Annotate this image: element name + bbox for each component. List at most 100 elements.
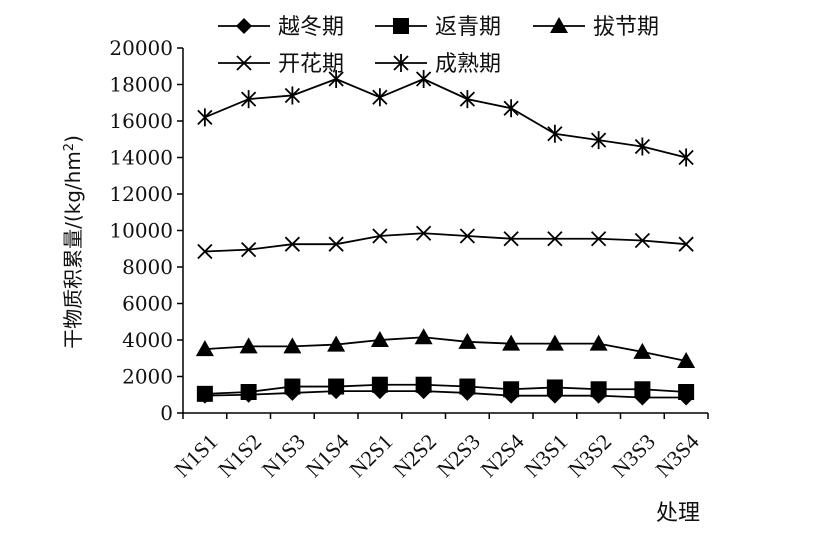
series-line [204, 336, 687, 362]
series-layer [195, 70, 696, 406]
series-line [204, 390, 687, 399]
legend-label: 开花期 [278, 52, 344, 77]
data-point [547, 124, 563, 143]
legend-item: 越冬期 [218, 15, 344, 40]
data-point [634, 232, 651, 249]
data-point [415, 225, 432, 241]
y-tick-label: 2000 [122, 365, 173, 389]
data-point [239, 337, 258, 354]
x-tick-label: N1S1 [169, 429, 222, 482]
y-tick-label: 4000 [122, 328, 173, 352]
x-tick-label: N1S2 [213, 429, 266, 482]
data-point [677, 351, 696, 368]
data-point [283, 337, 302, 354]
series-triangle [195, 328, 696, 368]
y-tick-label: 10000 [109, 219, 173, 243]
data-point [590, 381, 607, 398]
data-point [372, 88, 388, 107]
data-point [328, 378, 345, 395]
data-point [590, 231, 607, 247]
y-tick-label: 12000 [109, 182, 173, 206]
x-tick-label: N2S4 [476, 429, 529, 482]
legend-marker [393, 18, 409, 34]
y-tick-label: 8000 [122, 255, 173, 279]
series-x [197, 225, 694, 260]
x-axis: N1S1N1S2N1S3N1S4N2S1N2S2N2S3N2S4N3S1N3S2… [169, 412, 709, 482]
data-point [240, 384, 257, 401]
series-square [196, 376, 695, 402]
data-point [502, 334, 521, 351]
y-tick-label: 14000 [109, 146, 173, 170]
x-tick-label: N3S3 [607, 429, 660, 482]
data-point [589, 334, 608, 351]
data-point [240, 90, 257, 109]
data-point [372, 228, 388, 244]
series-star [197, 70, 694, 167]
data-point [459, 378, 476, 395]
y-tick-label: 6000 [122, 292, 173, 316]
data-point [678, 384, 695, 401]
legend-item: 开花期 [218, 52, 344, 77]
data-point [547, 231, 563, 247]
data-point [284, 378, 301, 395]
data-point [370, 331, 389, 347]
x-tick-label: N3S4 [651, 429, 704, 482]
x-tick-label: N2S3 [432, 429, 485, 482]
data-point [284, 236, 301, 252]
x-tick-label: N3S2 [563, 429, 616, 482]
legend-item: 拔节期 [533, 15, 659, 40]
data-point [328, 70, 344, 89]
series-line [204, 232, 687, 253]
x-tick-label: N2S2 [388, 429, 441, 482]
series-line [204, 78, 687, 159]
x-tick-label: N2S1 [344, 429, 397, 482]
data-point [415, 70, 432, 89]
x-tick-label: N1S4 [301, 429, 354, 482]
y-tick-label: 0 [160, 401, 173, 425]
data-point [197, 243, 213, 260]
y-axis: 0 2000 4000 6000 8000 10000 12000 14000 16000 180… [109, 36, 184, 425]
legend-marker [236, 18, 252, 34]
data-point [503, 231, 519, 247]
x-tick-label: N3S1 [519, 429, 572, 482]
y-tick-label: 16000 [109, 109, 173, 133]
data-point [328, 236, 344, 252]
legend-marker [236, 55, 252, 71]
data-point [503, 381, 520, 398]
data-point [284, 86, 301, 105]
y-tick-label: 18000 [109, 73, 173, 97]
data-point [458, 332, 477, 349]
data-point [590, 131, 607, 150]
data-point [503, 99, 519, 118]
data-point [371, 376, 388, 393]
data-point [327, 335, 346, 352]
data-point [545, 334, 564, 351]
data-point [415, 376, 432, 393]
legend-marker [393, 54, 409, 72]
y-axis-label: 干物质积累量/(kg/hm2) [61, 135, 85, 349]
legend-item: 成熟期 [375, 52, 501, 77]
data-point [459, 90, 476, 109]
x-tick-label: N1S3 [257, 429, 310, 482]
x-axis-label: 处理 [656, 501, 700, 526]
legend-label: 越冬期 [278, 15, 344, 40]
data-point [414, 328, 433, 345]
legend-label: 成熟期 [435, 52, 501, 77]
data-point [633, 342, 652, 359]
legend-label: 返青期 [435, 15, 501, 40]
legend-label: 拔节期 [593, 15, 659, 40]
data-point [196, 385, 213, 402]
data-point [459, 228, 476, 244]
data-point [634, 137, 651, 156]
legend-marker [550, 17, 568, 33]
data-point [634, 381, 651, 398]
axis-labels: 干物质积累量/(kg/hm2) 处理 [61, 135, 700, 526]
data-point [197, 108, 213, 127]
data-point [195, 340, 214, 357]
data-point [678, 236, 694, 252]
legend-item: 返青期 [375, 15, 501, 40]
data-point [240, 242, 257, 258]
y-tick-label: 20000 [109, 36, 173, 60]
